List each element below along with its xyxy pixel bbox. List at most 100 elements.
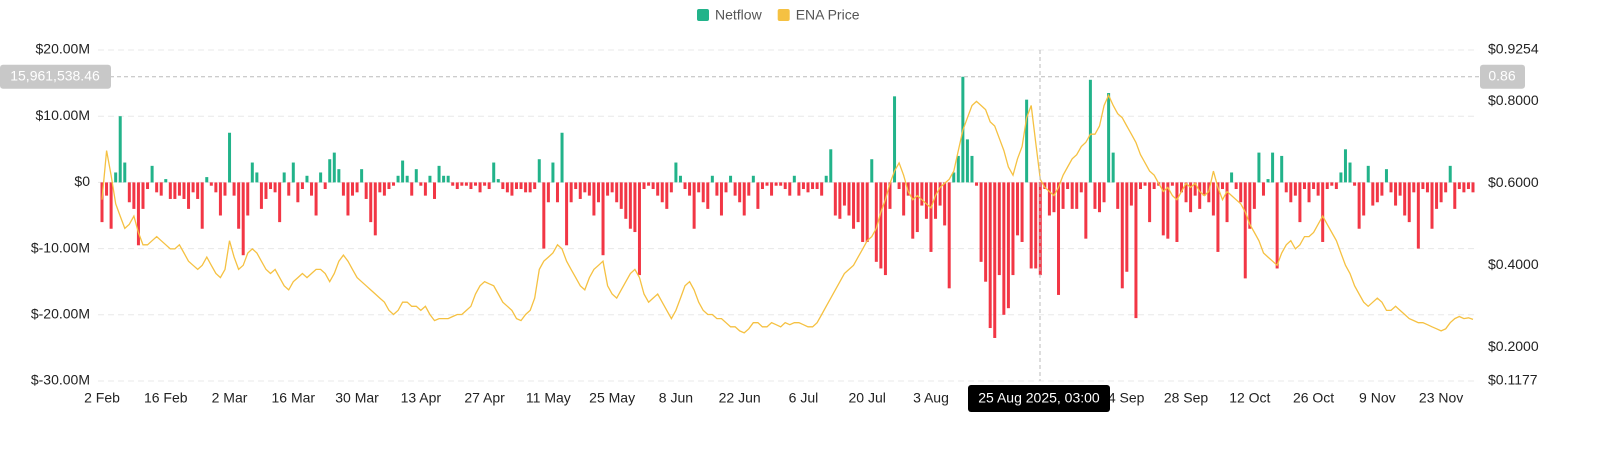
- bar: [806, 182, 810, 193]
- bar: [1052, 182, 1056, 213]
- bar: [319, 172, 323, 183]
- bar: [1175, 182, 1179, 242]
- bar: [1357, 182, 1361, 229]
- bar: [651, 182, 655, 190]
- x-tick-label: 3 Aug: [913, 390, 949, 406]
- bar: [1225, 182, 1229, 223]
- bar: [861, 182, 865, 242]
- bar: [469, 182, 473, 190]
- bar: [164, 179, 168, 183]
- bar: [1316, 182, 1320, 196]
- x-tick-label: 30 Mar: [335, 390, 379, 406]
- x-tick-label: 9 Nov: [1359, 390, 1396, 406]
- bar: [701, 182, 705, 203]
- bar: [943, 182, 947, 226]
- bar: [1061, 182, 1065, 209]
- bar: [888, 182, 892, 209]
- bar: [505, 182, 509, 193]
- bar: [392, 182, 396, 186]
- bar: [205, 177, 209, 183]
- bar: [1220, 182, 1224, 190]
- bar: [1098, 182, 1102, 213]
- x-tick-label: 12 Oct: [1229, 390, 1270, 406]
- bar: [1384, 169, 1388, 183]
- bar: [883, 182, 887, 276]
- bar: [442, 175, 446, 183]
- bar: [382, 182, 386, 196]
- bar: [583, 182, 587, 193]
- x-tick-label: 20 Jul: [849, 390, 886, 406]
- bar: [278, 182, 282, 223]
- bar: [1421, 182, 1425, 190]
- bar: [141, 182, 145, 209]
- bar: [984, 182, 988, 282]
- bar: [619, 182, 623, 209]
- y2-tick-label: $0.2000: [1488, 338, 1539, 354]
- bar: [569, 182, 573, 203]
- bar: [341, 182, 345, 196]
- bar: [528, 182, 532, 193]
- bar: [1435, 182, 1439, 209]
- bar: [788, 182, 792, 196]
- bar: [1275, 182, 1279, 269]
- bar: [1093, 182, 1097, 209]
- bar: [560, 132, 564, 183]
- bar: [929, 182, 933, 252]
- bar: [997, 182, 1001, 276]
- bar: [191, 182, 195, 193]
- y-tick-label: $20.00M: [36, 41, 90, 57]
- bar: [410, 182, 414, 196]
- bar: [177, 182, 181, 196]
- bar: [842, 182, 846, 206]
- bar: [724, 182, 728, 193]
- bar: [1257, 152, 1261, 183]
- bar: [373, 182, 377, 236]
- bar: [460, 182, 464, 186]
- bar: [1403, 182, 1407, 216]
- bar: [1034, 182, 1038, 269]
- bar: [719, 182, 723, 216]
- bar: [1457, 182, 1461, 190]
- bar: [1312, 182, 1316, 190]
- bar: [697, 182, 701, 193]
- bar: [1211, 182, 1215, 216]
- bar: [1202, 182, 1206, 196]
- bar: [1193, 182, 1197, 196]
- bar: [473, 182, 477, 186]
- bar: [1371, 182, 1375, 206]
- bar: [824, 175, 828, 183]
- bar: [1321, 182, 1325, 242]
- bar: [437, 165, 441, 183]
- bar: [496, 179, 500, 183]
- x-tick-label: 2 Mar: [212, 390, 248, 406]
- bar: [565, 182, 569, 246]
- bar: [610, 182, 614, 193]
- bar: [1407, 182, 1411, 223]
- bar: [879, 182, 883, 269]
- bar: [779, 182, 783, 186]
- bar: [241, 182, 245, 256]
- bar: [1416, 182, 1420, 249]
- bar: [546, 182, 550, 203]
- bar: [797, 182, 801, 196]
- bar: [1079, 182, 1083, 193]
- bar: [1466, 182, 1470, 190]
- bar: [264, 182, 268, 199]
- bar: [259, 182, 263, 209]
- bar: [200, 182, 204, 229]
- bar: [1366, 165, 1370, 183]
- bar: [1380, 182, 1384, 196]
- bar: [1011, 182, 1015, 276]
- bar: [250, 162, 254, 183]
- bar: [1102, 182, 1106, 203]
- bar: [1006, 182, 1010, 309]
- bar: [669, 182, 673, 193]
- bar: [464, 182, 468, 186]
- bar: [770, 182, 774, 196]
- bar: [360, 169, 364, 183]
- bar: [1375, 182, 1379, 203]
- bar: [747, 182, 751, 196]
- bar: [847, 182, 851, 216]
- bar: [1248, 182, 1252, 229]
- bar: [1070, 182, 1074, 209]
